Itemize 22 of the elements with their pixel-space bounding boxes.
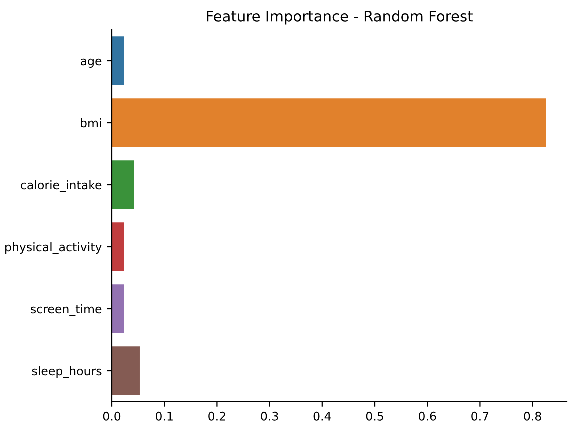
chart-title: Feature Importance - Random Forest	[207, 10, 473, 25]
y-tick-label: sleep_hours	[32, 366, 102, 378]
x-tick-label: 0.8	[524, 412, 542, 421]
y-tick-label: bmi	[81, 118, 102, 128]
bar	[112, 36, 126, 86]
bar	[112, 222, 126, 272]
bar	[112, 160, 136, 210]
x-tick-label: 0.1	[156, 412, 173, 421]
x-tick-label: 0.7	[472, 412, 489, 421]
bar	[112, 346, 141, 396]
x-tick-label: 0.5	[366, 412, 384, 421]
x-tick-label: 0.2	[208, 412, 226, 421]
y-tick-label: calorie_intake	[21, 180, 102, 192]
y-tick-label: screen_time	[31, 304, 102, 316]
bar	[112, 98, 547, 148]
bar	[112, 284, 126, 334]
y-tick-label: age	[80, 58, 102, 68]
x-tick-label: 0.0	[103, 412, 121, 421]
y-tick-label: physical_activity	[6, 242, 102, 254]
x-tick-label: 0.6	[419, 412, 436, 421]
x-tick-label: 0.4	[314, 412, 332, 421]
x-tick-label: 0.3	[261, 412, 278, 421]
